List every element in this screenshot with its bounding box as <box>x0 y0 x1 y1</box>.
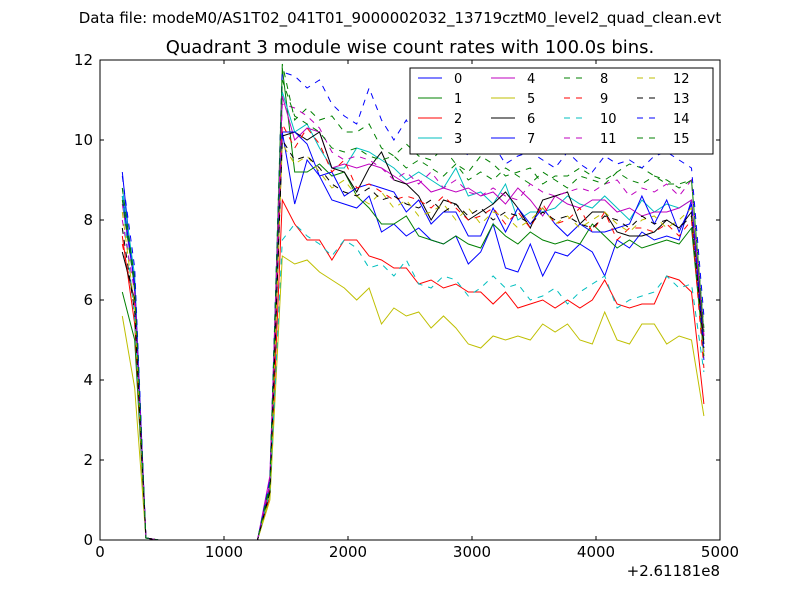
x-tick-label: 1000 <box>205 543 243 561</box>
series-line-0 <box>121 131 705 540</box>
legend-label-4: 4 <box>527 72 535 87</box>
series-line-3 <box>121 91 705 540</box>
legend-label-0: 0 <box>454 72 462 87</box>
y-tick-label: 4 <box>83 371 93 389</box>
legend-label-1: 1 <box>454 92 462 107</box>
series-line-7 <box>121 131 705 540</box>
x-offset-label: +2.61181e8 <box>627 562 720 580</box>
series-line-11 <box>121 103 705 540</box>
legend-label-8: 8 <box>600 72 608 87</box>
series-line-6 <box>121 131 705 540</box>
series-line-5 <box>121 255 705 540</box>
legend-label-13: 13 <box>673 92 690 107</box>
y-tick-label: 2 <box>83 451 93 469</box>
series-line-4 <box>121 95 705 540</box>
x-tick-label: 0 <box>95 543 105 561</box>
legend-label-12: 12 <box>673 72 690 87</box>
legend-label-6: 6 <box>527 112 535 127</box>
y-tick-label: 10 <box>74 131 93 149</box>
chart-title: Quadrant 3 module wise count rates with … <box>166 37 655 58</box>
x-tick-label: 3000 <box>453 543 491 561</box>
series-line-12 <box>121 142 705 540</box>
series-line-2 <box>121 198 705 540</box>
series-layer <box>121 63 705 540</box>
legend-frame <box>409 67 714 155</box>
x-tick-label: 2000 <box>329 543 367 561</box>
legend-label-7: 7 <box>527 132 535 147</box>
series-line-9 <box>121 122 705 540</box>
legend-label-5: 5 <box>527 92 535 107</box>
series-line-1 <box>121 67 705 540</box>
legend-label-10: 10 <box>600 112 617 127</box>
series-line-10 <box>121 195 705 540</box>
series-line-8 <box>121 63 705 540</box>
y-tick-label: 0 <box>83 531 93 549</box>
legend-label-2: 2 <box>454 112 462 127</box>
chart-suptitle: Data file: modeM0/AS1T02_041T01_90000020… <box>79 9 722 28</box>
y-tick-label: 8 <box>83 211 93 229</box>
y-tick-label: 12 <box>74 51 93 69</box>
x-tick-label: 5000 <box>701 543 739 561</box>
legend-label-14: 14 <box>673 112 690 127</box>
legend-label-9: 9 <box>600 92 608 107</box>
legend-label-11: 11 <box>600 132 617 147</box>
y-tick-label: 6 <box>83 291 93 309</box>
x-tick-label: 4000 <box>577 543 615 561</box>
series-line-15 <box>121 79 705 540</box>
legend-label-15: 15 <box>673 132 690 147</box>
legend-label-3: 3 <box>454 132 462 147</box>
